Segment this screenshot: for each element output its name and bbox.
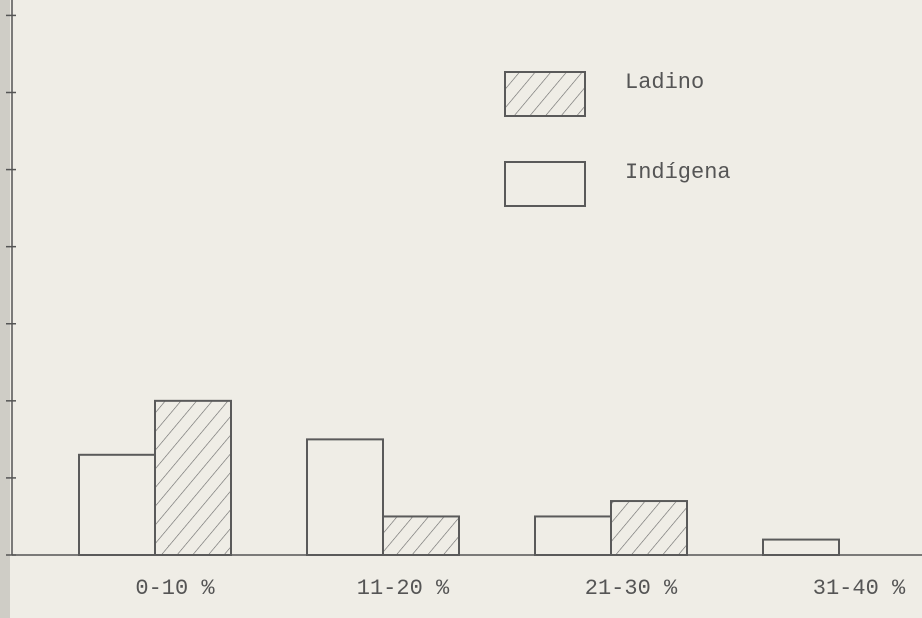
bar: [382, 515, 460, 556]
bar: [534, 515, 612, 556]
bar: [154, 399, 232, 557]
x-tick-label: 31-40 %: [813, 576, 906, 601]
legend-swatch: [504, 161, 586, 207]
bar: [610, 500, 688, 556]
x-tick-label: 0-10 %: [135, 576, 215, 601]
bar: [306, 438, 384, 556]
page-edge: [0, 0, 10, 618]
legend-label: Indígena: [625, 160, 731, 185]
x-tick-label: 21-30 %: [585, 576, 678, 601]
bar: [78, 453, 156, 556]
legend-swatch: [504, 71, 586, 117]
legend-label: Ladino: [625, 70, 704, 95]
bar: [762, 538, 840, 556]
x-tick-label: 11-20 %: [357, 576, 450, 601]
